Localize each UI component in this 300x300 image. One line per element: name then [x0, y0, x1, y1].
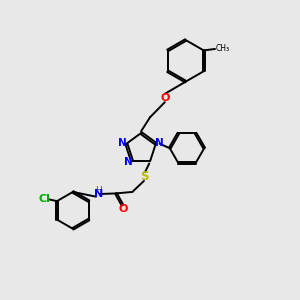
Text: CH₃: CH₃ — [216, 44, 230, 53]
Text: N: N — [124, 157, 133, 166]
Text: O: O — [119, 204, 128, 214]
Text: H: H — [95, 186, 101, 195]
Text: O: O — [160, 93, 170, 103]
Text: Cl: Cl — [38, 194, 50, 204]
Text: S: S — [141, 170, 149, 183]
Text: N: N — [94, 189, 103, 199]
Text: N: N — [155, 138, 164, 148]
Text: N: N — [118, 138, 127, 148]
